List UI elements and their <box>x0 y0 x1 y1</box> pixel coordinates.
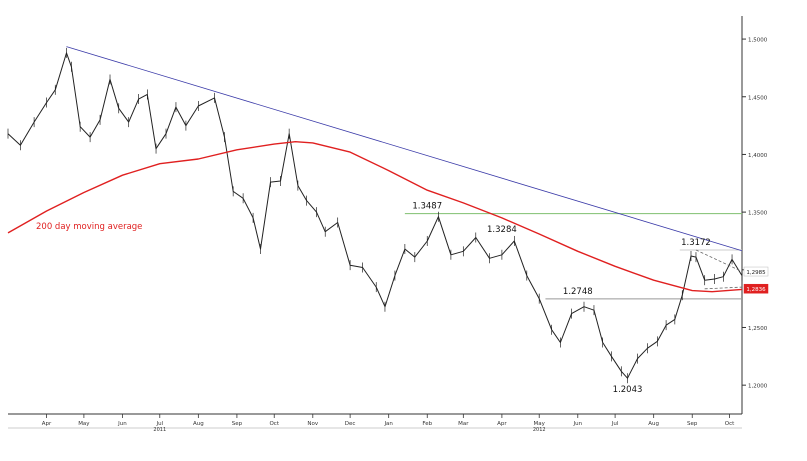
price-annotation: 1.3487 <box>412 202 442 212</box>
x-tick-label: Apr <box>42 421 52 427</box>
last-price-box <box>743 266 769 277</box>
price-annotation: 1.2748 <box>563 287 593 297</box>
price-annotation: 1.3172 <box>681 238 711 248</box>
moving-average-line <box>7 141 743 293</box>
x-tick-label: Sep <box>232 421 243 427</box>
price-annotation: 1.2043 <box>613 385 643 395</box>
x-tick-label: Jun <box>117 421 127 427</box>
moving-average-label: 200 day moving average <box>36 222 142 232</box>
x-tick-label: Jan <box>383 421 393 427</box>
y-tick-label: 1,4000 <box>748 153 768 159</box>
x-tick-label: Jul <box>155 421 163 427</box>
last-price-box <box>743 283 769 294</box>
x-tick-label: Jun <box>572 421 582 427</box>
dashed-pattern-line <box>695 249 743 272</box>
x-tick-label: Aug <box>648 421 659 427</box>
last-price-label: 1,2985 <box>746 270 766 276</box>
x-tick-label: Jul <box>611 421 619 427</box>
x-tick-label: May <box>78 421 90 427</box>
x-tick-label: Dec <box>345 421 356 427</box>
y-tick-label: 1,3500 <box>748 211 768 217</box>
x-tick-label: Aug <box>193 421 204 427</box>
trendline <box>66 46 743 252</box>
price-annotation: 1.3284 <box>487 225 517 235</box>
x-tick-label: Mar <box>458 421 469 427</box>
y-tick-label: 1,2000 <box>748 384 768 390</box>
y-tick-label: 1,2500 <box>748 326 768 332</box>
last-price-label: 1,2836 <box>746 287 766 293</box>
year-label: 2011 <box>153 427 166 433</box>
x-tick-label: Oct <box>269 421 279 427</box>
dashed-pattern-line <box>704 286 743 290</box>
y-tick-label: 1,4500 <box>748 95 768 101</box>
x-tick-label: Nov <box>307 421 318 427</box>
price-series-line <box>7 52 743 379</box>
year-label: 2012 <box>533 427 546 433</box>
x-tick-label: Apr <box>497 421 507 427</box>
x-tick-label: Oct <box>725 421 735 427</box>
x-tick-label: May <box>534 421 546 427</box>
x-tick-label: Feb <box>422 421 432 427</box>
y-tick-label: 1,5000 <box>748 38 768 44</box>
x-tick-label: Sep <box>687 421 698 427</box>
